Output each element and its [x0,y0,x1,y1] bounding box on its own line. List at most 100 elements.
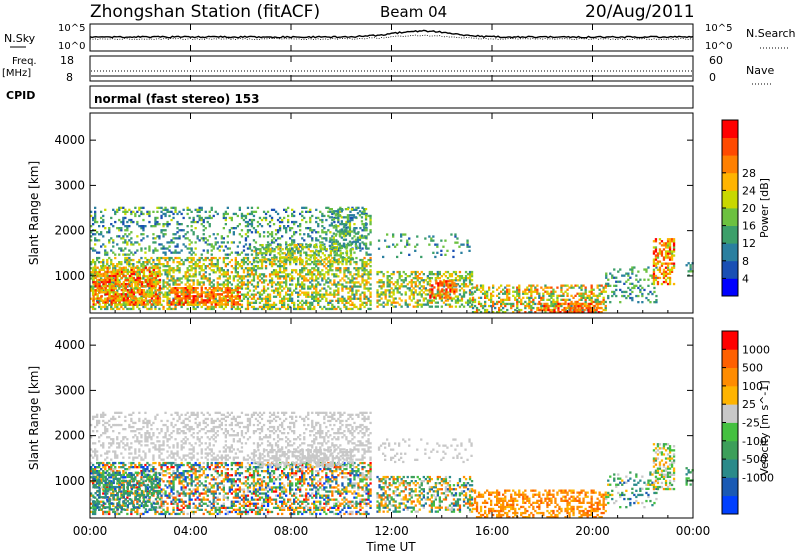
scatter-cell [552,298,555,301]
scatter-cell [242,256,246,260]
scatter-cell [488,288,491,291]
scatter-cell [587,308,590,312]
scatter-cell [420,279,423,282]
scatter-cell [148,274,152,278]
scatter-cell [627,274,630,277]
scatter-cell [116,227,119,230]
scatter-cell [492,311,495,314]
scatter-cell [92,285,95,288]
scatter-cell [110,276,113,280]
scatter-cell [164,214,167,218]
scatter-cell [172,275,175,278]
scatter-cell [317,277,320,280]
scatter-cell [569,308,572,312]
scatter-cell [337,269,340,272]
scatter-cell [172,291,175,294]
scatter-cell [274,271,278,274]
scatter-cell [238,275,241,278]
scatter-cell [186,258,189,262]
scatter-cell [323,254,326,257]
scatter-cell [662,270,666,273]
scatter-cell [162,223,165,226]
scatter-cell [429,280,432,283]
scatter-cell [380,291,383,294]
scatter-cell [689,264,692,267]
scatter-cell [262,291,266,294]
scatter-cell [394,281,397,284]
scatter-cell [347,277,350,280]
scatter-cell [287,258,290,261]
scatter-cell [206,301,209,304]
scatter-cell [351,281,354,284]
scatter-cell [466,301,470,304]
scatter-cell [96,256,99,260]
scatter-cell [526,288,529,291]
scatter-cell [604,290,607,293]
scatter-cell [120,237,123,240]
scatter-cell [126,258,129,262]
scatter-cell [172,251,175,254]
scatter-cell [436,305,439,308]
scatter-cell [378,281,381,284]
scatter-cell [551,311,554,314]
scatter-cell [98,270,101,273]
scatter-cell [434,277,437,280]
scatter-cell [192,295,195,298]
scatter-cell [448,303,452,306]
scatter-cell [520,300,523,304]
scatter-cell [174,287,177,290]
scatter-cell [376,291,379,294]
scatter-cell [590,300,593,304]
scatter-cell [186,301,189,304]
scatter-cell [359,299,362,302]
scatter-cell [186,212,189,216]
scatter-cell [299,283,302,286]
scatter-cell [140,295,143,298]
scatter-cell [309,273,312,276]
scatter-cell [492,304,495,308]
scatter-cell [236,301,239,304]
scatter-cell [293,256,296,259]
scatter-cell [335,241,338,244]
scatter-cell [218,283,221,286]
scatter-cell [146,210,149,213]
scatter-cell [295,263,298,266]
scatter-cell [210,269,213,272]
scatter-cell [334,242,337,245]
scatter-cell [232,289,235,292]
scatter-cell [498,308,501,312]
scatter-cell [432,293,435,296]
scatter-cell [196,281,199,284]
scatter-cell [599,306,602,310]
scatter-cell [172,237,175,240]
scatter-cell [220,301,223,304]
scatter-cell [94,267,97,270]
scatter-cell [180,223,183,226]
scatter-cell [623,274,626,277]
scatter-cell [268,297,272,300]
scatter-cell [192,287,195,290]
scatter-cell [106,278,109,282]
scatter-cell [547,304,550,308]
scatter-cell [152,241,155,244]
scatter-cell [655,276,658,279]
scatter-cell [656,252,660,255]
scatter-cell [126,227,129,230]
scatter-cell [122,270,125,273]
scatter-cell [118,303,121,306]
scatter-cell [90,273,93,276]
scatter-cell [291,208,294,211]
scatter-cell [365,297,368,300]
scatter-cell [337,293,340,296]
scatter-cell [528,311,531,314]
scatter-cell [118,295,121,298]
scatter-cell [160,206,163,209]
scatter-cell [303,251,306,254]
scatter-cell [120,289,123,292]
scatter-cell [250,301,254,304]
scatter-cell [226,287,229,290]
scatter-cell [358,242,362,245]
scatter-cell [307,287,310,290]
scatter-cell [236,287,239,290]
scatter-cell [170,218,173,222]
